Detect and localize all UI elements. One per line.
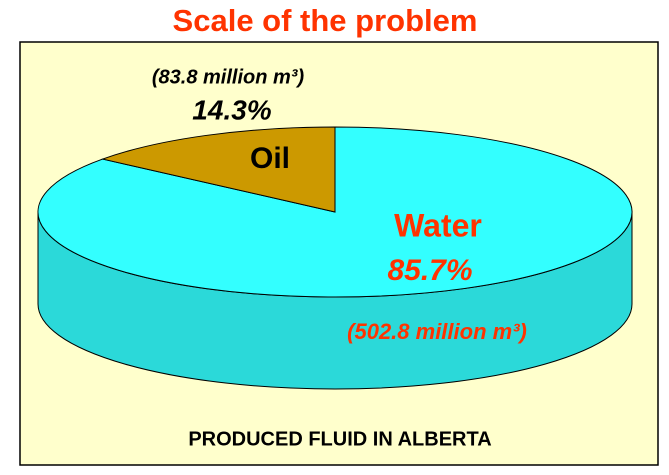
chart-title: Scale of the problem: [173, 3, 478, 38]
slice-label: Oil: [250, 142, 290, 175]
pie-slice: [37, 126, 633, 298]
caption: PRODUCED FLUID IN ALBERTA: [188, 428, 491, 450]
volume-label: (83.8 million m³): [152, 66, 305, 88]
value-label: 14.3%: [192, 94, 271, 125]
slice-label: Water: [394, 207, 482, 243]
value-label: 85.7%: [387, 254, 472, 287]
volume-label: (502.8 million m³): [347, 319, 527, 344]
pie-slice: [100, 126, 336, 213]
